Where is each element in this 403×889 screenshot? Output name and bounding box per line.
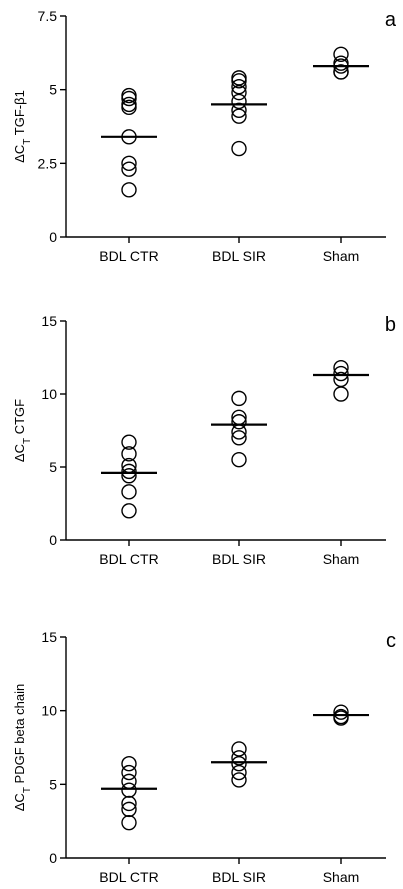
data-point [231,390,247,407]
x-tick-label: BDL SIR [212,248,266,264]
data-point [333,710,349,726]
data-point [231,452,247,468]
y-tick-label: 10 [41,386,57,402]
data-point [231,93,247,110]
data-point [121,99,137,116]
data-point [231,102,247,118]
y-tick-label: 5 [49,459,57,475]
data-point [231,84,247,101]
panel-label: c [386,630,396,652]
y-tick-label: 2.5 [38,155,58,171]
x-tick-label: BDL CTR [99,869,158,885]
y-tick-label: 0 [49,850,57,866]
data-point [231,73,247,89]
data-point [121,756,137,772]
data-point [231,70,247,86]
y-tick-label: 7.5 [38,8,58,24]
data-point [121,161,137,177]
y-tick-label: 5 [49,82,57,98]
data-point [121,795,137,812]
data-point [231,414,247,430]
x-tick-label: BDL SIR [212,551,266,567]
data-point [121,155,137,172]
data-point [231,430,247,446]
data-point [333,64,349,80]
data-point [231,750,247,766]
data-point [231,741,247,757]
y-tick-label: 0 [49,229,57,245]
data-point [333,46,349,63]
data-point [121,463,137,480]
data-point [121,182,137,198]
data-point [333,365,349,382]
y-tick-label: 10 [41,703,57,719]
x-tick-label: Sham [323,869,360,885]
y-tick-label: 0 [49,532,57,548]
panel-b: 0 5 10 15 BDL CTR BDL SIR Sham ΔCT CTGF b [12,313,396,567]
y-tick-label: 15 [41,313,57,329]
data-point [121,773,137,790]
y-axis-label: ΔCT CTGF [12,399,33,462]
panel-a: 0 2.5 5 7.5 BDL CTR BDL SIR Sham ΔCT TGF-β1 a [12,8,397,264]
data-point [333,55,349,71]
y-tick-label: 5 [49,776,57,792]
data-point [121,503,137,519]
data-point [121,434,137,450]
data-point [121,801,137,818]
y-axis-label: ΔCT TGF-β1 [12,90,33,163]
data-point [333,386,349,402]
x-tick-label: Sham [323,551,360,567]
data-point [121,90,137,107]
data-point [231,140,247,157]
x-tick-label: BDL CTR [99,248,158,264]
data-point [231,764,247,781]
x-tick-label: Sham [323,248,360,264]
data-point [121,782,137,798]
data-point [121,764,137,781]
x-tick-label: BDL CTR [99,551,158,567]
data-point [231,79,247,95]
y-tick-label: 15 [41,629,57,645]
data-point [231,108,247,124]
y-axis-label: ΔCT PDGF beta chain [12,684,33,812]
data-point [231,756,247,772]
panel-label: a [385,9,397,31]
data-point [121,484,137,500]
data-point [231,772,247,788]
data-point [121,446,137,462]
panel-c: 0 5 10 15 BDL CTR BDL SIR Sham ΔCT PDGF beta ch… [12,629,396,885]
x-tick-label: BDL SIR [212,869,266,885]
data-point [333,704,349,720]
data-point [121,468,137,484]
data-point [121,814,137,831]
panel-label: b [385,314,396,336]
